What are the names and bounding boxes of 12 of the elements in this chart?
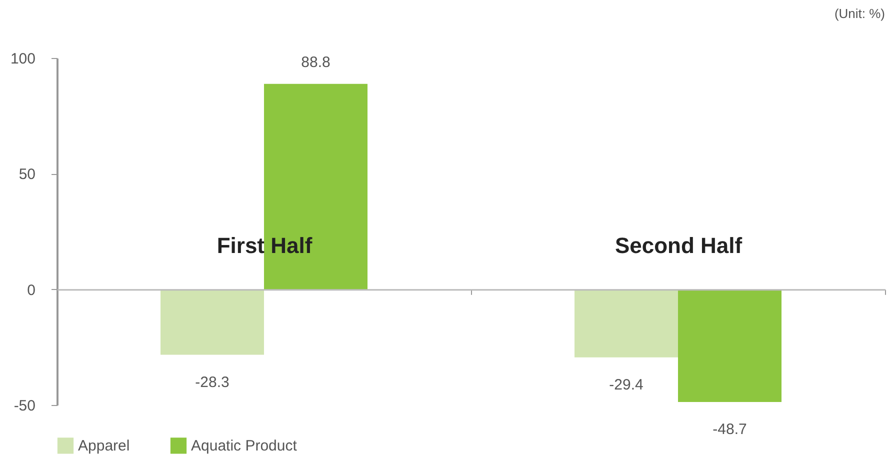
data-label: -29.4: [609, 376, 644, 394]
data-label: -48.7: [712, 420, 747, 438]
data-label: -28.3: [195, 374, 230, 391]
x-tick-label: Second Half: [614, 232, 743, 258]
legend-label: Aquatic Product: [191, 438, 298, 455]
legend-label: Apparel: [78, 438, 130, 455]
y-tick-label: 100: [10, 50, 36, 68]
y-tick-label: -50: [14, 398, 36, 414]
y-tick-label: 50: [18, 166, 36, 184]
text: (Unit: %): [834, 6, 885, 21]
data-label: 88.8: [301, 54, 330, 71]
y-tick-label: 0: [27, 282, 36, 299]
